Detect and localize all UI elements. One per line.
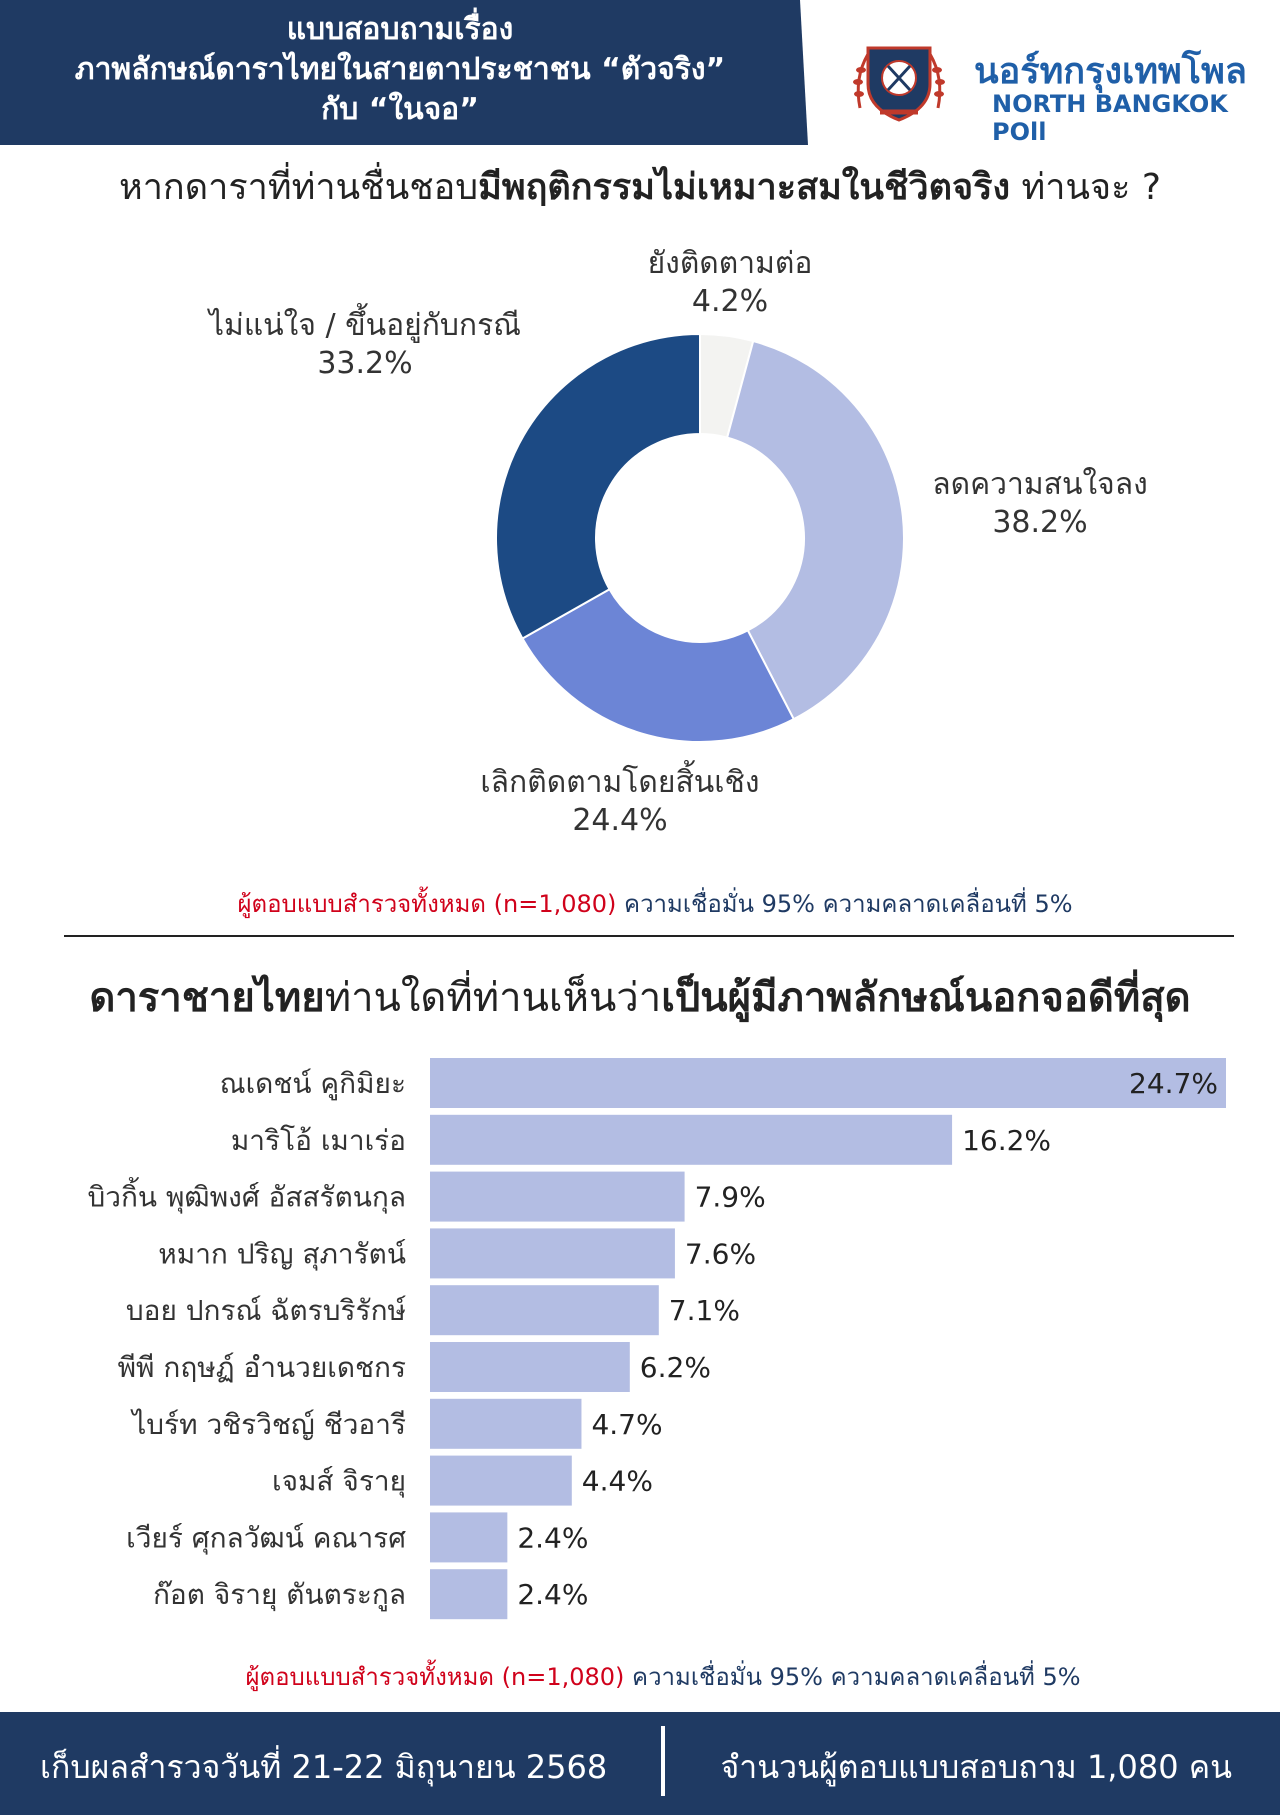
slice-label-0: ยังติดตามต่อ 4.2% (560, 245, 900, 321)
bar (430, 1058, 1226, 1108)
sample-note-2-conf: ความเชื่อมั่น 95% ความคลาดเคลื่อนที่ 5% (624, 1663, 1081, 1691)
brand-name-th: นอร์ทกรุงเทพโพล (974, 51, 1247, 92)
seal-icon (853, 46, 945, 122)
sample-note-1: ผู้ตอบแบบสำรวจทั้งหมด (n=1,080) ความเชื่… (0, 884, 1280, 923)
bar-value-label: 2.4% (517, 1578, 588, 1611)
bar-value-label: 24.7% (1129, 1067, 1218, 1100)
bar-value-label: 2.4% (517, 1521, 588, 1554)
sample-note-2: ผู้ตอบแบบสำรวจทั้งหมด (n=1,080) ความเชื่… (0, 1657, 1280, 1696)
bar (430, 1569, 508, 1620)
bar-category-label: หมาก ปริญ สุภารัตน์ (158, 1237, 406, 1271)
bar-category-label: เวียร์ ศุกลวัฒน์ คณารศ (126, 1521, 406, 1555)
bar-value-label: 16.2% (962, 1124, 1051, 1157)
bar-value-label: 7.1% (669, 1294, 740, 1327)
bar (430, 1285, 659, 1336)
question-1-bold: มีพฤติกรรมไม่เหมาะสมในชีวิตจริง (478, 167, 1011, 208)
brand-logo: นอร์ทกรุงเทพโพล NORTH BANGKOK POll (850, 38, 1270, 146)
bar (430, 1455, 572, 1506)
bar (430, 1398, 582, 1449)
question-1-pre: หากดาราที่ท่านชื่นชอบ (118, 167, 479, 208)
bar-category-label: บิวกิ้น พุฒิพงศ์ อัสสรัตนกุล (87, 1177, 406, 1215)
bar-category-label: พีพี กฤษฏ์ อำนวยเดชกร (118, 1351, 406, 1384)
slice-label-2: เลิกติดตามโดยสิ้นเชิง 24.4% (440, 764, 800, 840)
sample-note-1-conf: ความเชื่อมั่น 95% ความคลาดเคลื่อนที่ 5% (616, 890, 1073, 918)
header: แบบสอบถามเรื่อง ภาพลักษณ์ดาราไทยในสายตาป… (0, 0, 1280, 146)
title-line-2: ภาพลักษณ์ดาราไทยในสายตาประชาชน “ตัวจริง” (74, 52, 726, 87)
title-line-3: กับ “ในจอ” (321, 92, 479, 127)
bar (430, 1342, 630, 1392)
bar-category-label: บอย ปกรณ์ ฉัตรบริรักษ์ (126, 1294, 407, 1327)
section-divider (64, 935, 1234, 937)
brand-name-en: NORTH BANGKOK POll (992, 90, 1228, 146)
bar-chart: ณเดชน์ คูกิมิยะ 24.7% มาริโอ้ เมาเร่อ 16.2%… (87, 1058, 1226, 1620)
slice-label-3-value: 33.2% (317, 346, 413, 381)
sample-note-1-n: ผู้ตอบแบบสำรวจทั้งหมด (n=1,080) (237, 890, 617, 918)
question-2-bold-1: ดาราชายไทย (89, 975, 325, 1021)
donut-slice-1 (725, 339, 905, 721)
slice-label-0-name: ยังติดตามต่อ (647, 246, 813, 281)
donut-chart (495, 332, 905, 743)
bar (430, 1114, 953, 1165)
slice-label-3-name: ไม่แน่ใจ / ขึ้นอยู่กับกรณี (208, 308, 522, 343)
respondent-count: จำนวนผู้ตอบแบบสอบถาม 1,080 คน (720, 1748, 1232, 1786)
slice-label-2-name: เลิกติดตามโดยสิ้นเชิง (480, 765, 760, 800)
slice-label-1: ลดความสนใจลง 38.2% (880, 466, 1200, 542)
bar (430, 1228, 675, 1279)
slice-label-2-value: 24.4% (572, 803, 668, 838)
question-2-mid: ท่านใดที่ท่านเห็นว่า (324, 975, 662, 1021)
slice-label-3: ไม่แน่ใจ / ขึ้นอยู่กับกรณี 33.2% (170, 307, 560, 383)
question-2-bold-2: เป็นผู้มีภาพลักษณ์นอกจอดีที่สุด (661, 975, 1191, 1021)
survey-date: เก็บผลสำรวจวันที่ 21-22 มิถุนายน 2568 (40, 1748, 608, 1786)
question-2: ดาราชายไทยท่านใดที่ท่านเห็นว่าเป็นผู้มีภ… (0, 965, 1280, 1029)
bar-value-label: 4.4% (582, 1465, 653, 1498)
sample-note-2-n: ผู้ตอบแบบสำรวจทั้งหมด (n=1,080) (245, 1663, 625, 1691)
slice-label-1-value: 38.2% (992, 505, 1088, 540)
title-panel: แบบสอบถามเรื่อง ภาพลักษณ์ดาราไทยในสายตาป… (0, 0, 808, 145)
footer-divider (661, 1726, 665, 1796)
bar-category-label: ณเดชน์ คูกิมิยะ (220, 1067, 406, 1101)
bar-category-label: ไบร์ท วชิรวิชญ์ ชีวอารี (130, 1408, 406, 1441)
donut-slice-3 (495, 332, 701, 640)
bar (430, 1171, 685, 1222)
title-line-1: แบบสอบถามเรื่อง (286, 12, 514, 47)
bar-category-label: มาริโอ้ เมาเร่อ (231, 1124, 406, 1157)
slice-label-1-name: ลดความสนใจลง (932, 467, 1148, 502)
bar-value-label: 6.2% (640, 1351, 711, 1384)
footer-bar: เก็บผลสำรวจวันที่ 21-22 มิถุนายน 2568 จำ… (0, 1712, 1280, 1815)
bar-value-label: 4.7% (591, 1408, 662, 1441)
question-1-post: ท่านจะ ? (1010, 167, 1162, 208)
bar-category-label: ก๊อต จิรายุ ตันตระกูล (153, 1578, 406, 1612)
question-1: หากดาราที่ท่านชื่นชอบมีพฤติกรรมไม่เหมาะส… (0, 158, 1280, 215)
slice-label-0-value: 4.2% (691, 284, 769, 319)
bar-value-label: 7.6% (685, 1237, 756, 1270)
bar-value-label: 7.9% (695, 1181, 766, 1214)
bar (430, 1512, 508, 1563)
bar-category-label: เจมส์ จิรายุ (272, 1465, 406, 1499)
donut-slice-2 (521, 587, 796, 743)
